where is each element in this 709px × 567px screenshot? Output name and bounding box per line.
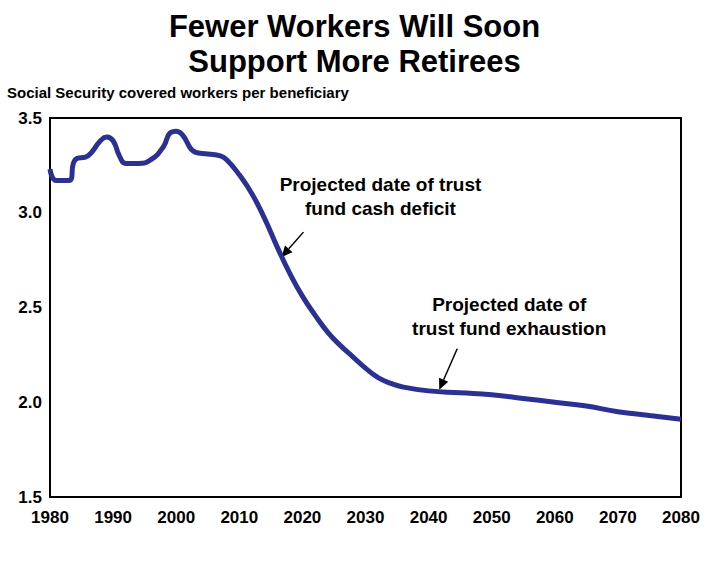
svg-text:2000: 2000 [157,508,195,527]
svg-text:Projected date of: Projected date of [432,294,587,315]
svg-text:2.0: 2.0 [18,393,42,412]
svg-text:2.5: 2.5 [18,298,42,317]
svg-text:1990: 1990 [94,508,132,527]
svg-text:trust fund exhaustion: trust fund exhaustion [412,318,606,339]
svg-text:2040: 2040 [410,508,448,527]
svg-text:2030: 2030 [347,508,385,527]
svg-text:1.5: 1.5 [18,488,42,507]
svg-text:Fewer Workers Will Soon: Fewer Workers Will Soon [169,9,540,44]
svg-text:Support More Retirees: Support More Retirees [188,44,520,79]
svg-text:2070: 2070 [599,508,637,527]
svg-text:2050: 2050 [473,508,511,527]
svg-text:1980: 1980 [31,508,69,527]
svg-text:Social Security covered worker: Social Security covered workers per bene… [7,84,349,101]
svg-text:3.0: 3.0 [18,203,42,222]
svg-text:2020: 2020 [283,508,321,527]
svg-text:2010: 2010 [220,508,258,527]
svg-text:2080: 2080 [662,508,700,527]
svg-text:2060: 2060 [536,508,574,527]
svg-text:fund cash deficit: fund cash deficit [305,198,457,219]
svg-text:Projected date of trust: Projected date of trust [280,174,482,195]
svg-text:3.5: 3.5 [18,109,42,128]
